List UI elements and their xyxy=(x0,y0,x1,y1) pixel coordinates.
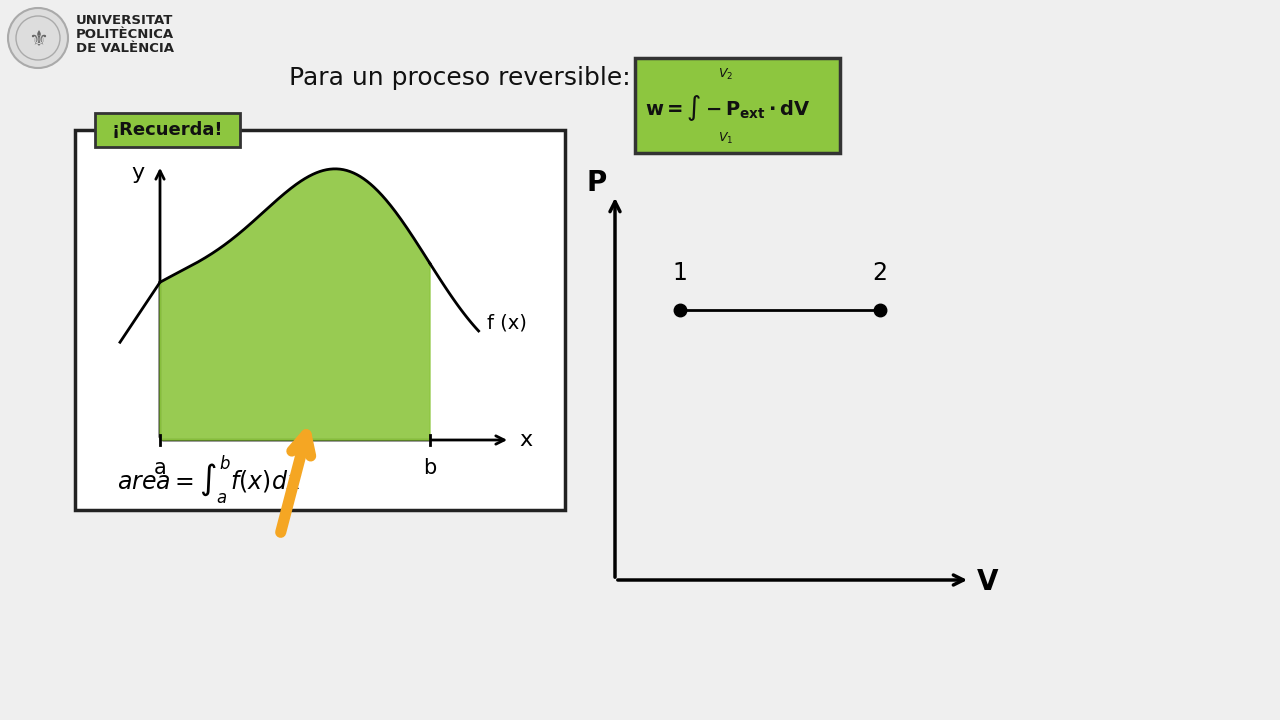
Circle shape xyxy=(8,8,68,68)
Text: ⚜: ⚜ xyxy=(28,30,49,50)
Text: POLITÈCNICA: POLITÈCNICA xyxy=(76,27,174,40)
Bar xyxy=(76,130,564,510)
Text: $\mathbf{w = \int -P_{ext} \cdot dV}$: $\mathbf{w = \int -P_{ext} \cdot dV}$ xyxy=(645,93,810,123)
Text: y: y xyxy=(132,163,145,183)
Text: P: P xyxy=(586,169,607,197)
Bar xyxy=(635,58,840,153)
Text: V: V xyxy=(977,568,998,596)
Text: a: a xyxy=(154,458,166,478)
Text: f (x): f (x) xyxy=(486,313,526,333)
Text: $V_1$: $V_1$ xyxy=(718,130,733,145)
Bar xyxy=(95,113,241,147)
Text: 2: 2 xyxy=(873,261,887,285)
Text: UNIVERSITAT: UNIVERSITAT xyxy=(76,14,173,27)
Text: Para un proceso reversible:: Para un proceso reversible: xyxy=(289,66,631,90)
Text: DE VALÈNCIA: DE VALÈNCIA xyxy=(76,42,174,55)
Text: $V_2$: $V_2$ xyxy=(718,66,733,81)
Text: 1: 1 xyxy=(672,261,687,285)
Text: x: x xyxy=(520,430,532,450)
Text: ¡Recuerda!: ¡Recuerda! xyxy=(111,121,223,139)
Text: $area = \int_a^b f(x)dx$: $area = \int_a^b f(x)dx$ xyxy=(118,454,302,506)
Text: b: b xyxy=(424,458,436,478)
Polygon shape xyxy=(160,169,430,440)
